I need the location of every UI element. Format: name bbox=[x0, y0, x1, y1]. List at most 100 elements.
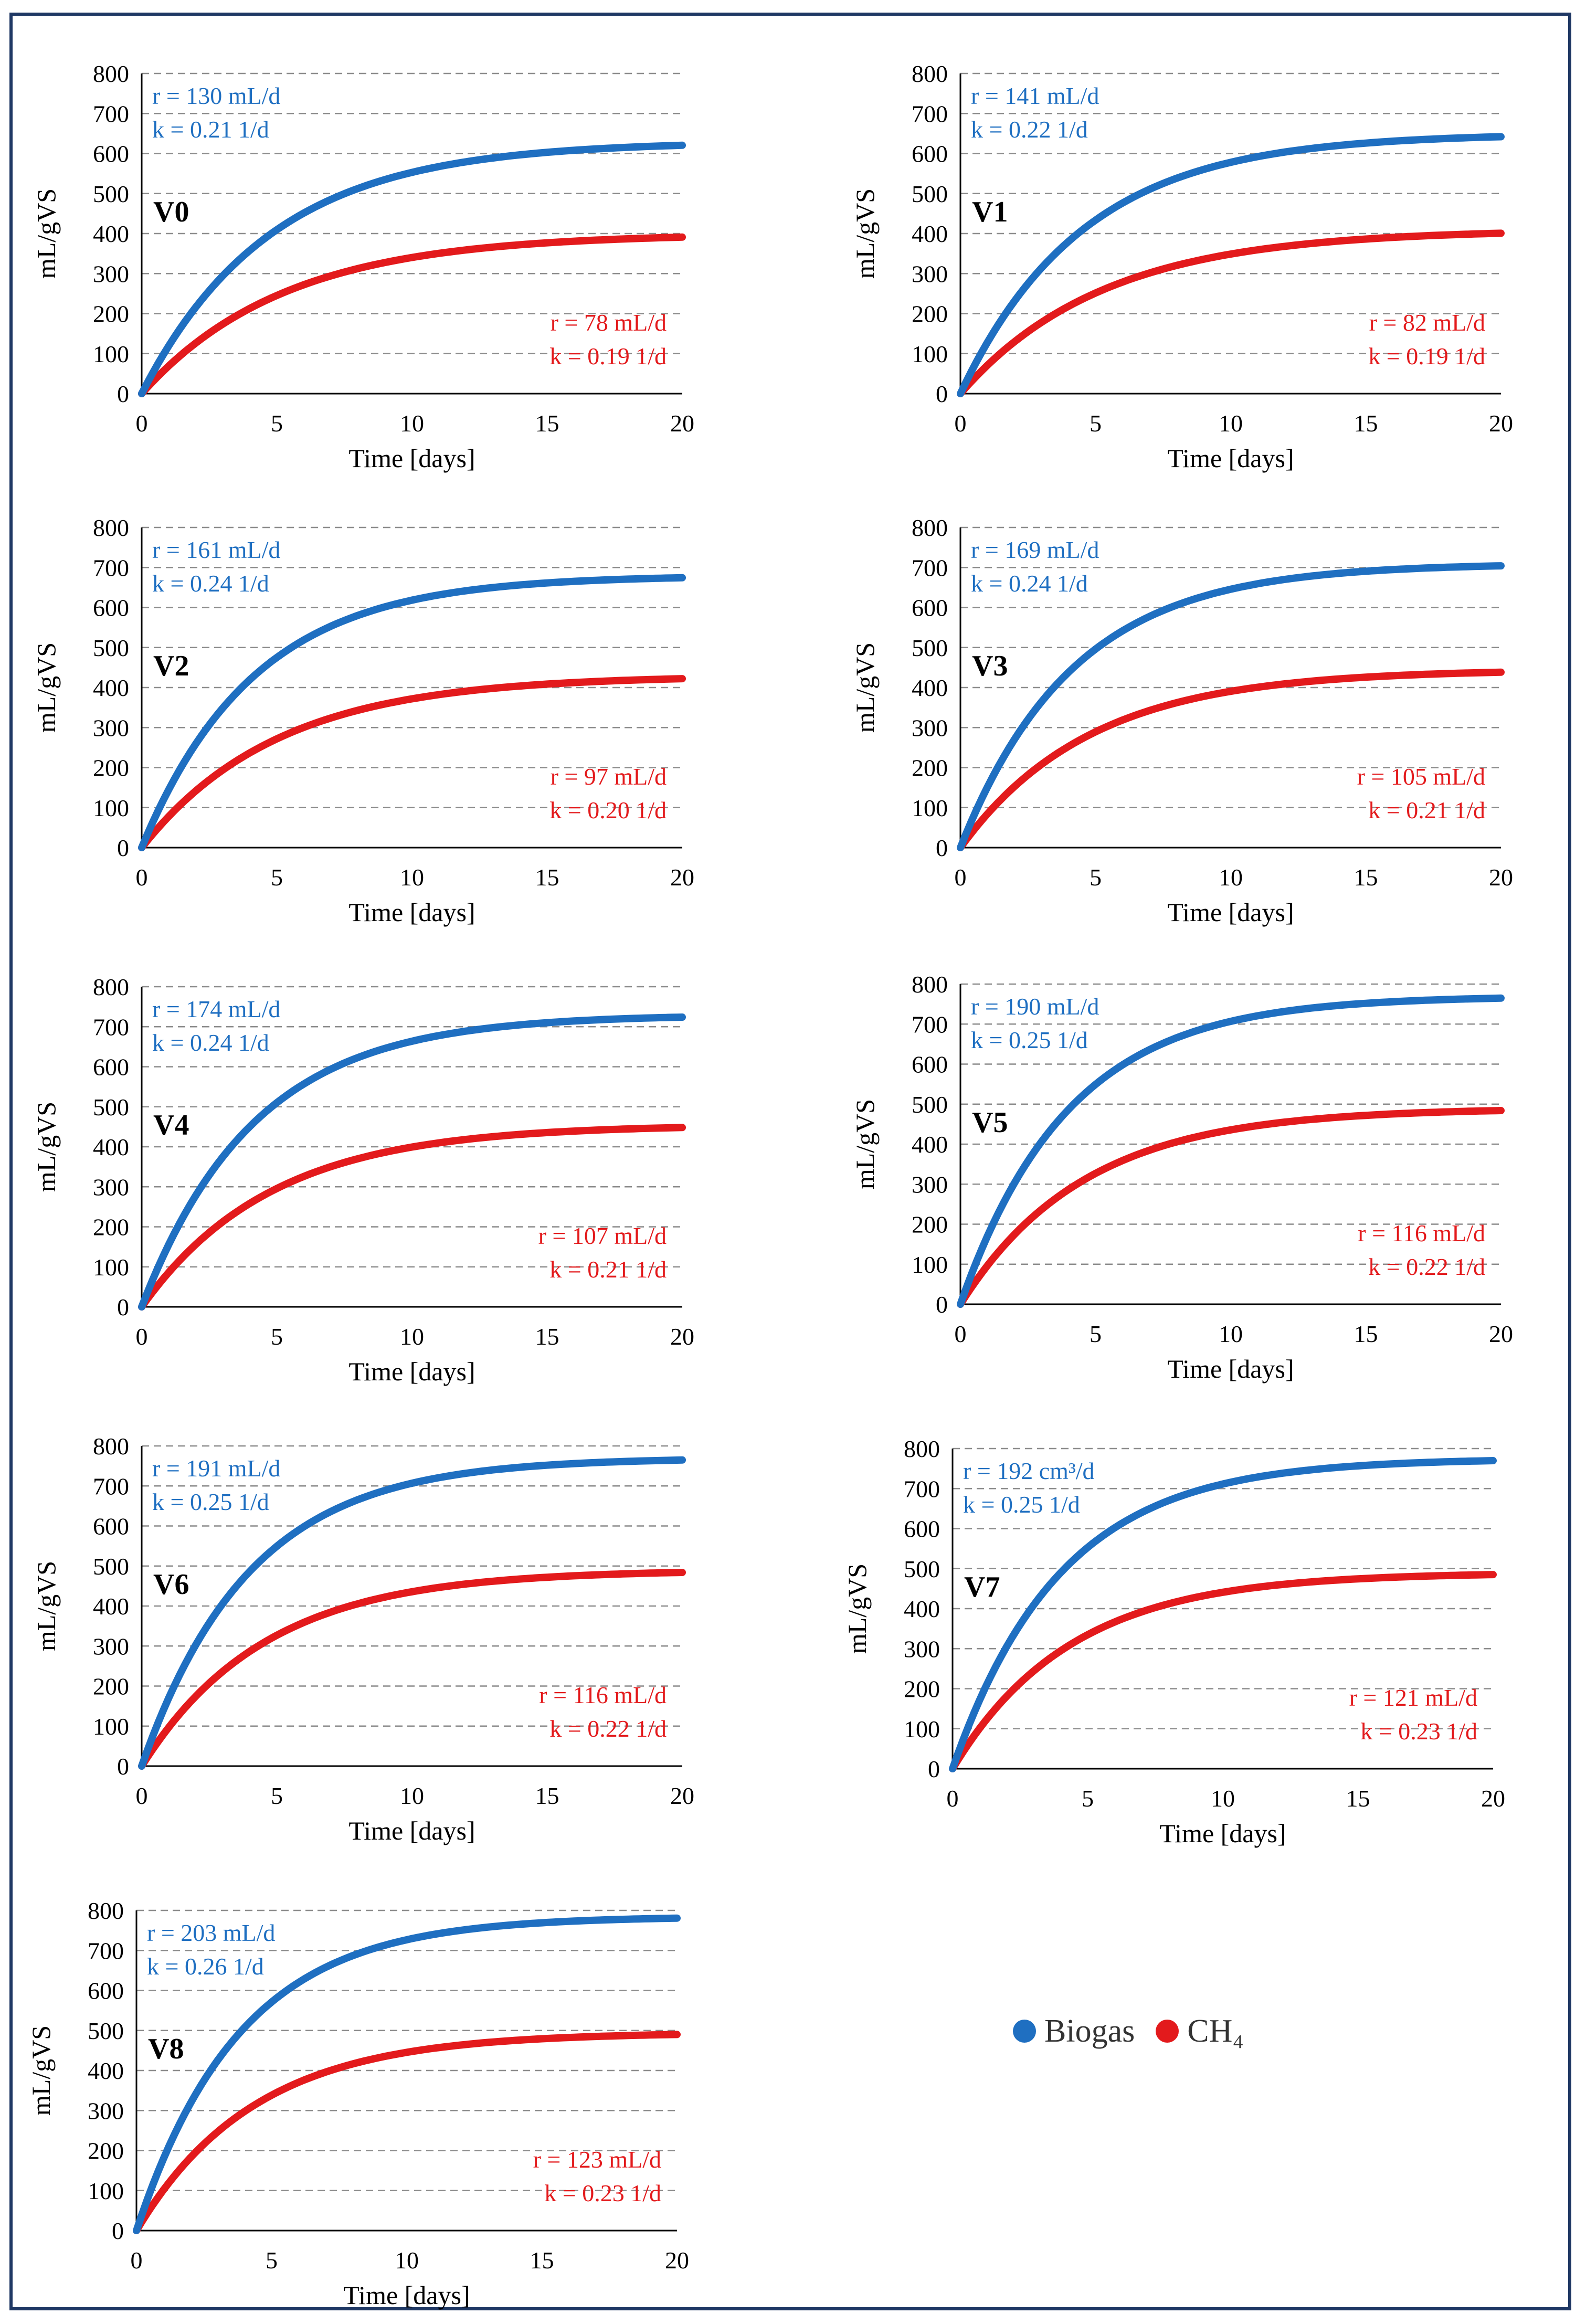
y-tick-label: 100 bbox=[912, 795, 948, 821]
ch4-r-annotation: r = 107 mL/d bbox=[538, 1222, 667, 1249]
y-tick-label: 800 bbox=[88, 1897, 124, 1924]
x-tick-label: 0 bbox=[955, 410, 967, 437]
x-tick-label: 15 bbox=[1354, 1321, 1378, 1347]
ch4-r-annotation: r = 123 mL/d bbox=[533, 2146, 661, 2173]
y-tick-label: 500 bbox=[88, 2017, 124, 2044]
x-tick-label: 15 bbox=[535, 864, 559, 891]
y-tick-label: 300 bbox=[912, 1171, 948, 1198]
x-tick-label: 15 bbox=[1354, 864, 1378, 891]
x-tick-label: 15 bbox=[535, 1323, 559, 1350]
chart-svg: 0 100 200 300 400 500 600 700 800 0 5 10 15 20 Time [d… bbox=[26, 1897, 689, 2310]
y-tick-label: 400 bbox=[93, 1593, 129, 1620]
ch4-series-line bbox=[949, 1571, 1497, 1772]
y-tick-label: 400 bbox=[912, 220, 948, 247]
y-tick-label: 0 bbox=[117, 1753, 129, 1780]
biogas-r-annotation: r = 203 mL/d bbox=[147, 1919, 275, 1946]
y-tick-label: 700 bbox=[904, 1475, 940, 1502]
biogas-r-annotation: r = 174 mL/d bbox=[152, 996, 280, 1022]
biogas-r-annotation: r = 191 mL/d bbox=[152, 1455, 280, 1482]
y-tick-label: 800 bbox=[912, 514, 948, 541]
y-tick-label: 400 bbox=[904, 1596, 940, 1622]
y-axis-title: mL/gVS bbox=[850, 642, 880, 733]
x-tick-label: 5 bbox=[271, 864, 283, 891]
chart-svg: 0 100 200 300 400 500 600 700 800 0 5 10 15 20 Time [d… bbox=[31, 60, 694, 473]
ch4-r-annotation: r = 116 mL/d bbox=[1358, 1220, 1485, 1246]
y-axis-title: mL/gVS bbox=[31, 1561, 61, 1651]
y-tick-label: 500 bbox=[912, 1091, 948, 1118]
y-tick-label: 700 bbox=[912, 100, 948, 127]
x-tick-label: 5 bbox=[1090, 1321, 1102, 1347]
legend-item-biogas: Biogas bbox=[1013, 2013, 1135, 2050]
y-tick-label: 600 bbox=[912, 141, 948, 167]
x-tick-label: 15 bbox=[535, 410, 559, 437]
x-tick-label: 10 bbox=[1219, 410, 1243, 437]
ch4-series-line bbox=[138, 675, 686, 851]
chart-svg: 0 100 200 300 400 500 600 700 800 0 5 10 15 20 Time [d… bbox=[850, 60, 1513, 473]
y-tick-label: 800 bbox=[93, 974, 129, 1000]
ch4-r-annotation: r = 121 mL/d bbox=[1349, 1684, 1477, 1711]
ch4-series-line bbox=[138, 1124, 686, 1311]
y-tick-label: 600 bbox=[912, 595, 948, 621]
x-axis-title: Time [days] bbox=[1167, 1354, 1294, 1383]
ch4-k-annotation: k = 0.20 1/d bbox=[549, 797, 667, 823]
y-tick-label: 400 bbox=[88, 2057, 124, 2084]
panel-label: V5 bbox=[972, 1106, 1008, 1139]
biogas-series-line bbox=[138, 574, 686, 851]
x-axis-title: Time [days] bbox=[1159, 1819, 1286, 1848]
y-tick-label: 800 bbox=[93, 514, 129, 541]
biogas-k-annotation: k = 0.24 1/d bbox=[971, 570, 1088, 597]
y-tick-label: 400 bbox=[93, 220, 129, 247]
ch4-series-line bbox=[957, 229, 1505, 397]
x-tick-label: 10 bbox=[1219, 1321, 1243, 1347]
y-tick-label: 100 bbox=[88, 2178, 124, 2204]
y-tick-label: 800 bbox=[904, 1435, 940, 1462]
chart-panel: 0 100 200 300 400 500 600 700 800 0 5 10 15 20 Time [d… bbox=[21, 485, 745, 937]
chart-panel: 0 100 200 300 400 500 600 700 800 0 5 10 15 20 Time [d… bbox=[16, 1868, 740, 2320]
y-tick-label: 200 bbox=[912, 755, 948, 781]
ch4-k-annotation: k = 0.22 1/d bbox=[1368, 1253, 1485, 1280]
x-tick-label: 5 bbox=[271, 1323, 283, 1350]
y-tick-label: 0 bbox=[112, 2217, 124, 2244]
y-tick-label: 200 bbox=[93, 301, 129, 328]
y-tick-label: 600 bbox=[93, 1054, 129, 1081]
biogas-r-annotation: r = 192 cm³/d bbox=[963, 1457, 1095, 1484]
biogas-r-annotation: r = 130 mL/d bbox=[152, 82, 280, 109]
x-tick-label: 10 bbox=[1219, 864, 1243, 891]
x-tick-label: 5 bbox=[271, 1782, 283, 1809]
y-tick-label: 0 bbox=[936, 381, 948, 407]
x-tick-label: 0 bbox=[136, 864, 148, 891]
y-tick-label: 0 bbox=[117, 1294, 129, 1321]
x-tick-label: 5 bbox=[266, 2247, 278, 2274]
y-tick-label: 200 bbox=[93, 1214, 129, 1241]
ch4-k-annotation: k = 0.23 1/d bbox=[1360, 1718, 1477, 1745]
y-tick-label: 500 bbox=[904, 1556, 940, 1582]
chart-svg: 0 100 200 300 400 500 600 700 800 0 5 10 15 20 Time [d… bbox=[31, 974, 694, 1386]
y-tick-label: 300 bbox=[93, 1633, 129, 1660]
x-tick-label: 10 bbox=[400, 1782, 424, 1809]
biogas-k-annotation: k = 0.24 1/d bbox=[152, 570, 269, 597]
y-tick-label: 800 bbox=[93, 60, 129, 87]
biogas-k-annotation: k = 0.24 1/d bbox=[152, 1029, 269, 1056]
y-tick-label: 500 bbox=[912, 181, 948, 207]
biogas-k-annotation: k = 0.22 1/d bbox=[971, 116, 1088, 143]
panel-label: V4 bbox=[153, 1109, 189, 1142]
chart-svg: 0 100 200 300 400 500 600 700 800 0 5 10 15 20 Time [d… bbox=[842, 1435, 1505, 1848]
y-tick-label: 200 bbox=[912, 1211, 948, 1238]
y-tick-label: 0 bbox=[117, 834, 129, 861]
y-tick-label: 600 bbox=[88, 1978, 124, 2004]
panel-label: V8 bbox=[148, 2033, 184, 2065]
chart-panel: 0 100 200 300 400 500 600 700 800 0 5 10 15 20 Time [d… bbox=[840, 942, 1564, 1393]
y-tick-label: 600 bbox=[904, 1516, 940, 1543]
y-axis-title: mL/gVS bbox=[842, 1564, 872, 1654]
x-tick-label: 0 bbox=[131, 2247, 143, 2274]
x-tick-label: 20 bbox=[670, 410, 694, 437]
biogas-series-line bbox=[138, 1013, 686, 1311]
biogas-r-annotation: r = 169 mL/d bbox=[971, 536, 1099, 563]
ch4-series-line bbox=[138, 233, 686, 397]
biogas-series-line bbox=[957, 562, 1505, 851]
y-axis-title: mL/gVS bbox=[850, 188, 880, 279]
x-tick-label: 0 bbox=[947, 1785, 959, 1812]
y-tick-label: 300 bbox=[912, 714, 948, 741]
biogas-k-annotation: k = 0.25 1/d bbox=[152, 1488, 269, 1515]
y-tick-label: 200 bbox=[88, 2138, 124, 2164]
